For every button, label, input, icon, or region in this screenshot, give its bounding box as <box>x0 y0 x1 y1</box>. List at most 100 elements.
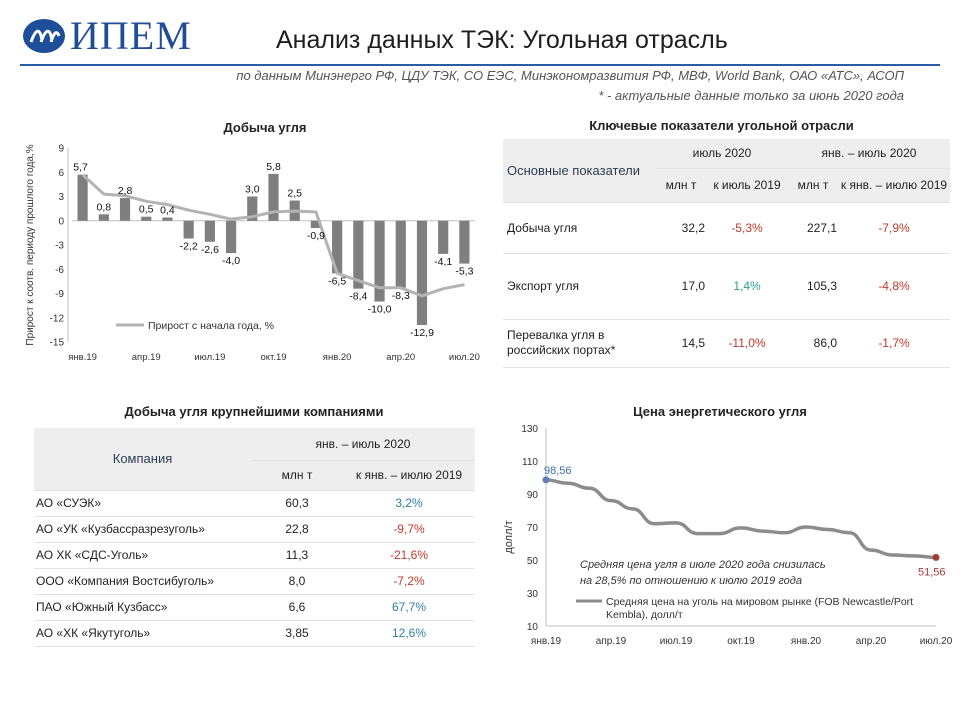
key-value: 105,3 <box>788 253 838 320</box>
company-table-title: Добыча угля крупнейшими компаниями <box>124 404 384 419</box>
bar-data-label: -4,1 <box>434 256 452 268</box>
y-tick-label: 0 <box>58 216 64 227</box>
key-row-label: Перевалка угля в российских портах* <box>503 319 656 368</box>
bar-data-label: 5,8 <box>266 161 281 173</box>
x-tick-label: июл.20 <box>920 636 953 647</box>
x-tick-label: окт.19 <box>727 636 755 647</box>
bar <box>353 220 364 289</box>
company-value: 3,85 <box>251 620 343 647</box>
production-chart: Прирост к соотв. периоду прошлого года,%… <box>25 144 480 364</box>
key-group-jan-july: янв. – июль 2020 <box>788 139 950 169</box>
x-tick-label: окт.19 <box>260 352 286 363</box>
y-tick-label: -6 <box>55 265 64 276</box>
bar-data-label: -10,0 <box>368 304 392 316</box>
key-percent: -7,9% <box>838 202 950 254</box>
key-value: 17,0 <box>656 253 706 320</box>
key-percent: -4,8% <box>838 253 950 320</box>
price-annotation: Средняя цена угля в июле 2020 года снизи… <box>580 559 826 587</box>
key-value: 86,0 <box>788 319 838 368</box>
bar <box>77 174 88 221</box>
company-value: 6,6 <box>251 594 343 621</box>
bar <box>98 214 109 221</box>
y-tick-label: 110 <box>522 457 538 468</box>
price-line <box>544 478 938 560</box>
bar-data-label: 5,7 <box>73 162 88 174</box>
company-name: АО «УК «Кузбассразрезуголь» <box>34 516 251 543</box>
x-tick-label: июл.20 <box>449 352 480 363</box>
legend-label: Средняя цена на уголь на мировом рынке (… <box>606 596 916 621</box>
key-sub-pct-2: к янв. – июлю 2019 <box>838 168 950 203</box>
key-table-title: Ключевые показатели угольной отрасли <box>589 118 854 133</box>
y-tick-label: -9 <box>55 289 64 300</box>
bar-data-label: 2,5 <box>287 188 302 200</box>
company-sub-pct: к янв. – июлю 2019 <box>343 460 475 491</box>
table-row: ПАО «Южный Кузбасс» 6,6 67,7% <box>34 594 475 621</box>
company-value: 60,3 <box>251 490 343 517</box>
price-chart-title: Цена энергетического угля <box>633 404 807 419</box>
bar-data-label: 2,8 <box>118 185 133 197</box>
table-row: Добыча угля 32,2 -5,3% 227,1 -7,9% <box>503 202 950 254</box>
logo-text: ИПЕМ <box>70 13 192 58</box>
company-value: 8,0 <box>251 568 343 595</box>
key-value: 227,1 <box>788 202 838 254</box>
key-percent: -5,3% <box>706 202 788 254</box>
key-percent: -11,0% <box>706 319 788 368</box>
bar <box>225 220 237 254</box>
company-name: ООО «Компания Востсибуголь» <box>34 568 251 595</box>
bar <box>183 220 194 239</box>
company-name: АО ХК «СДС-Уголь» <box>34 542 251 569</box>
bar-data-label: -4,0 <box>222 255 240 267</box>
key-col-main: Основные показатели <box>503 139 656 203</box>
bar-data-label: 0,8 <box>97 201 112 213</box>
key-sub-mt-1: млн т <box>656 168 706 203</box>
bar-data-label: -0,9 <box>307 230 325 242</box>
x-tick-label: июл.19 <box>194 352 225 363</box>
company-percent: -7,2% <box>343 568 475 595</box>
company-percent: 67,7% <box>343 594 475 621</box>
bar-data-label: 0,5 <box>139 204 154 216</box>
bar <box>332 220 343 274</box>
bar-data-label: -5,3 <box>455 266 473 278</box>
y-tick-label: -3 <box>55 241 64 252</box>
key-sub-mt-2: млн т <box>788 168 838 203</box>
company-name: ПАО «Южный Кузбасс» <box>34 594 251 621</box>
legend-label: Прирост с начала года, % <box>148 320 274 332</box>
price-point-first <box>542 476 550 484</box>
bar-data-label: -8,4 <box>349 291 367 303</box>
company-col-name: Компания <box>34 428 251 491</box>
y-tick-label: 130 <box>521 424 538 435</box>
bar-data-label: -6,5 <box>328 275 346 287</box>
y-tick-label: 6 <box>58 168 64 179</box>
y-axis-label: Прирост к соотв. периоду прошлого года,% <box>25 144 36 345</box>
key-percent: -1,7% <box>838 319 950 368</box>
bar-data-label: -2,6 <box>201 244 219 256</box>
company-percent: -9,7% <box>343 516 475 543</box>
key-group-july: июль 2020 <box>656 139 788 169</box>
y-axis-label: долл/т <box>503 520 515 553</box>
key-sub-pct-1: к июль 2019 <box>706 168 788 203</box>
table-row: АО «ХК «Якутуголь» 3,85 12,6% <box>34 620 475 647</box>
company-name: АО «СУЭК» <box>34 490 251 517</box>
key-row-label: Экспорт угля <box>503 253 656 320</box>
bar <box>119 198 131 221</box>
key-percent: 1,4% <box>706 253 788 320</box>
company-value: 11,3 <box>251 542 343 569</box>
bar <box>374 220 385 302</box>
key-value: 32,2 <box>656 202 706 254</box>
price-label-first: 98,56 <box>544 465 572 477</box>
y-tick-label: -12 <box>50 313 65 324</box>
table-row: АО «УК «Кузбассразрезуголь» 22,8 -9,7% <box>34 516 475 543</box>
x-tick-label: апр.20 <box>386 352 415 363</box>
x-tick-label: июл.19 <box>660 636 693 647</box>
bar <box>459 220 470 264</box>
price-point-last <box>932 553 940 561</box>
bar-data-label: -2,2 <box>180 241 198 253</box>
bar <box>247 196 258 221</box>
production-chart-title: Добыча угля <box>223 120 307 135</box>
bar <box>310 220 322 229</box>
key-indicators-table: Основные показатели июль 2020 янв. – июл… <box>503 139 950 368</box>
company-sub-mt: млн т <box>251 460 343 491</box>
company-group-period: янв. – июль 2020 <box>251 428 475 461</box>
company-table: Компания янв. – июль 2020 млн т к янв. –… <box>34 428 475 647</box>
table-row: АО «СУЭК» 60,3 3,2% <box>34 490 475 517</box>
